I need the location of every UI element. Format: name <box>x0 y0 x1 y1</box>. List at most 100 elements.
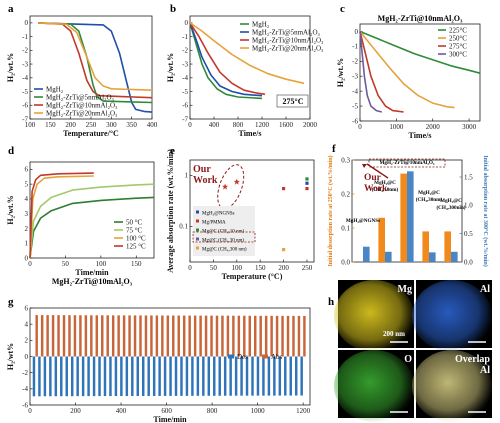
legend-entry: 75 °C <box>126 226 143 234</box>
category-label: MgH₂-ZrTi@10nmAl₂O₃ <box>380 160 435 166</box>
y-tick-label: -7 <box>22 115 28 123</box>
x-tick-label: 1600 <box>279 121 294 129</box>
category-label: (CH₄,300nm) <box>436 204 465 211</box>
absorption-cycle <box>215 315 219 357</box>
y-axis-label: H₂/wt% <box>6 343 15 370</box>
y-axis-label-left: Initial desorption rate at 250°C (wt.%/m… <box>327 155 334 266</box>
chart-title: MgH₂-ZrTi@10nmAl₂O₃ <box>378 14 463 23</box>
y-tick-label: -2 <box>182 47 188 55</box>
panel-c-chart: 0 1000 2000 3000 0 -1 -2 -3 -4 -5 -6 Time/s H₂/wt.% M… <box>336 14 481 140</box>
series-line-1 <box>189 22 263 100</box>
legend-entry: MgH₂ <box>252 20 270 28</box>
x-tick-label: 600 <box>161 407 172 415</box>
category-label: MgH₂@C <box>418 190 440 196</box>
element-label: Mg <box>398 284 412 295</box>
absorption-cycle <box>111 315 115 357</box>
x-tick-label: 150 <box>255 264 266 272</box>
y-tick-label: -6 <box>182 102 188 110</box>
desorption-cycle <box>245 356 249 396</box>
desorption-cycle <box>98 356 101 397</box>
absorption-cycle <box>297 315 301 357</box>
x-axis-label: Temperature/°C <box>63 129 119 138</box>
legend-entry: 250°C <box>449 34 467 42</box>
panel-letter-g: g <box>8 296 14 308</box>
legend-marker <box>196 246 199 250</box>
panel-letter-h: h <box>328 296 334 308</box>
desorption-cycle <box>92 356 96 397</box>
y-axis-label: H₂/wt.% <box>6 195 15 224</box>
desorption-cycle <box>278 356 282 396</box>
y-tick-label: 6 <box>25 304 29 312</box>
desorption-cycle <box>223 356 227 396</box>
desorption-cycle <box>234 356 238 396</box>
desorption-cycle <box>152 356 156 396</box>
absorption-cycle <box>226 315 230 357</box>
data-point <box>281 248 286 252</box>
desorption-cycle <box>273 356 276 396</box>
series-line-4 <box>38 22 153 91</box>
x-tick-label: 100 <box>232 264 243 272</box>
x-tick-label: 150 <box>131 260 142 268</box>
desorption-cycle <box>70 356 74 397</box>
series-line-1 <box>29 196 155 259</box>
desorption-cycle <box>49 356 52 397</box>
y-tick-label: 2 <box>25 225 29 233</box>
y-tick-label: -2 <box>22 47 28 55</box>
y-tick-label: 1 <box>25 240 29 248</box>
data-point-star <box>233 178 240 185</box>
desorption-cycle <box>289 356 292 396</box>
legend-entry: 125 °C <box>126 242 146 250</box>
bar-desorption <box>400 173 407 262</box>
y-tick-label: -3 <box>182 60 188 68</box>
category-label: MgH₂@C <box>374 180 396 186</box>
y-axis-label: H₂/wt.% <box>166 53 175 82</box>
absorption-cycle <box>270 315 273 357</box>
category-label: MgH₂@NGNSs <box>346 218 380 224</box>
our-work-label: Work <box>193 175 218 186</box>
series-line-1 <box>359 30 481 74</box>
series-line-3 <box>359 31 404 113</box>
category-label: (CH₄,10nm) <box>372 186 399 193</box>
x-tick-label: 200 <box>65 121 76 129</box>
absorption-cycle <box>40 315 44 357</box>
absorption-cycle <box>188 315 191 357</box>
absorption-cycle <box>117 315 120 357</box>
y-tick-label: -1 <box>352 43 358 51</box>
absorption-cycle <box>57 315 60 357</box>
absorption-cycle <box>35 315 38 357</box>
series-line-4 <box>29 172 94 259</box>
desorption-cycle <box>202 356 205 396</box>
x-tick-label: 0 <box>358 123 362 131</box>
legend-entry: 300°C <box>449 50 467 58</box>
x-tick-label: 200 <box>278 264 289 272</box>
legend-entry: MgH₂@NGNSs <box>202 212 235 217</box>
desorption-cycle <box>300 356 303 396</box>
category-label: (CH₄,30nm) <box>416 196 443 203</box>
series-line-3 <box>189 22 266 96</box>
absorption-cycle <box>95 315 99 357</box>
eds-signal <box>334 280 414 352</box>
desorption-cycle <box>43 356 47 397</box>
x-tick-label: 0 <box>188 121 192 129</box>
series-line-2 <box>189 22 263 97</box>
eds-signal <box>334 350 414 422</box>
panel-letter-c: c <box>340 3 345 15</box>
absorption-cycle <box>62 315 66 357</box>
y-tick-label: 0 <box>185 19 189 27</box>
data-point <box>305 181 309 185</box>
absorption-cycle <box>237 315 241 357</box>
y-tick-label: -2 <box>352 58 358 66</box>
legend-entry: MgH₂-ZrTi@20nmAl₂O₃ <box>46 109 118 117</box>
y-tick-label: -6 <box>22 401 28 409</box>
desorption-cycle <box>81 356 85 397</box>
panel-letter-a: a <box>8 3 14 15</box>
absorption-cycle <box>199 315 202 357</box>
bar-absorption <box>429 252 436 262</box>
absorption-cycle <box>264 315 268 357</box>
desorption-cycle <box>229 356 232 396</box>
panel-e-chart: 0 50 100 150 200 250 Temperature (°C) Average a… <box>166 149 315 281</box>
x-axis-label: Time/min <box>153 415 187 423</box>
plot-frame <box>189 15 311 120</box>
eds-signal <box>412 350 492 422</box>
